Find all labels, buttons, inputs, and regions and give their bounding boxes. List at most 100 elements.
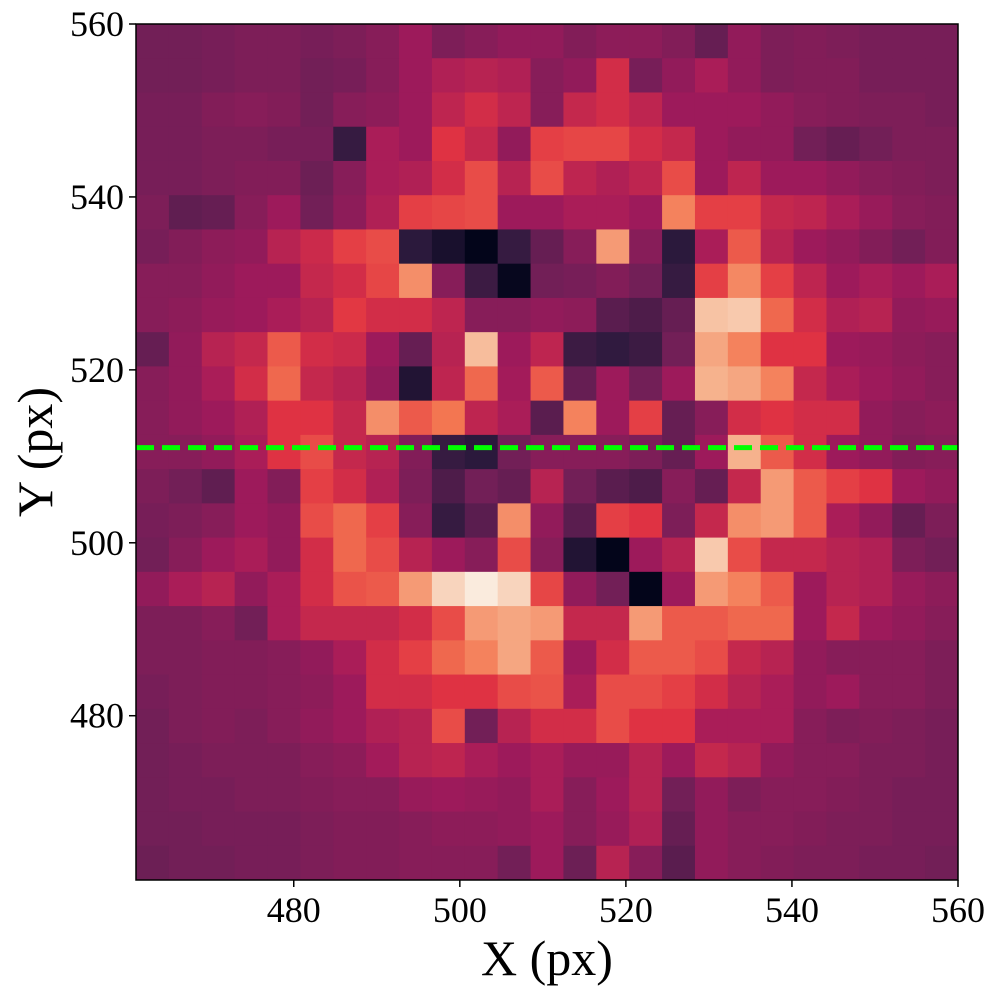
heatmap-cell [464, 434, 499, 470]
heatmap-cell [596, 263, 630, 299]
heatmap-cell [136, 537, 170, 573]
y-axis-label: Y (px) [7, 387, 63, 517]
heatmap-cell [694, 845, 729, 881]
heatmap-cell [201, 640, 236, 676]
heatmap-cell [760, 92, 795, 128]
heatmap-cell [925, 126, 959, 162]
heatmap-cell [793, 777, 827, 813]
heatmap-cell [333, 92, 367, 128]
heatmap-cell [333, 434, 367, 470]
plot-frame [135, 23, 959, 881]
heatmap-cell [201, 708, 236, 744]
heatmap-cell [366, 126, 400, 162]
heatmap-cell [333, 845, 367, 881]
heatmap-cell [760, 263, 795, 299]
heatmap-cell [399, 845, 433, 881]
heatmap-cell [333, 469, 367, 504]
heatmap-cell [596, 674, 630, 710]
heatmap-cell [662, 469, 696, 504]
heatmap-cell [431, 24, 466, 59]
heatmap-cell [925, 743, 959, 778]
heatmap-cell [201, 195, 236, 230]
heatmap-cell [136, 571, 170, 607]
heatmap-cell [662, 366, 696, 402]
heatmap-cell [234, 366, 269, 402]
heatmap-cell [629, 537, 663, 573]
heatmap-cell [629, 126, 663, 162]
heatmap-cell [300, 537, 334, 573]
heatmap-cell [201, 263, 236, 299]
heatmap-cell [596, 606, 630, 641]
heatmap-cell [431, 58, 466, 93]
heatmap-cell [694, 126, 729, 162]
heatmap-cell [333, 811, 367, 847]
heatmap-cell [267, 845, 301, 881]
heatmap-cell [826, 708, 860, 744]
heatmap-cell [760, 571, 795, 607]
heatmap-cell [366, 434, 400, 470]
heatmap-cell [826, 160, 860, 196]
x-tick-label: 560 [931, 890, 985, 930]
heatmap-cell [168, 571, 203, 607]
y-tick-label: 540 [70, 177, 124, 217]
heatmap-cell [399, 606, 433, 641]
heatmap-cell [497, 503, 532, 539]
heatmap-cell [859, 195, 893, 230]
heatmap-cell [892, 743, 926, 778]
heatmap-cell [563, 777, 597, 813]
heatmap-cell [300, 777, 334, 813]
heatmap-cell [530, 24, 564, 59]
heatmap-cell [925, 708, 959, 744]
heatmap-cell [366, 195, 400, 230]
heatmap-cell [399, 708, 433, 744]
heatmap-cell [859, 537, 893, 573]
heatmap-cell [464, 92, 499, 128]
heatmap-cell [136, 434, 170, 470]
heatmap-cell [234, 743, 269, 778]
heatmap-cell [431, 126, 466, 162]
heatmap-cell [596, 366, 630, 402]
heatmap-cell [629, 195, 663, 230]
heatmap-cell [300, 606, 334, 641]
heatmap-cell [431, 674, 466, 710]
heatmap-cell [530, 400, 564, 436]
heatmap-cell [464, 674, 499, 710]
heatmap-cell [629, 263, 663, 299]
heatmap-cell [333, 674, 367, 710]
heatmap-cell [596, 24, 630, 59]
heatmap-cell [596, 297, 630, 333]
heatmap-cell [793, 674, 827, 710]
heatmap-cell [826, 400, 860, 436]
heatmap-cell [694, 503, 729, 539]
heatmap-cell [859, 24, 893, 59]
heatmap-cell [859, 332, 893, 367]
heatmap-cell [563, 297, 597, 333]
heatmap-cell [431, 297, 466, 333]
heatmap-cell [333, 297, 367, 333]
heatmap-cell [727, 571, 762, 607]
heatmap-cell [892, 469, 926, 504]
heatmap-cell [399, 229, 433, 265]
heatmap-cell [201, 366, 236, 402]
heatmap-cell [333, 571, 367, 607]
heatmap-cell [201, 571, 236, 607]
heatmap-cell [267, 811, 301, 847]
heatmap-cell [333, 777, 367, 813]
heatmap-cell [497, 24, 532, 59]
heatmap-cell [662, 263, 696, 299]
heatmap-cell [563, 366, 597, 402]
heatmap-cell [234, 58, 269, 93]
heatmap-cell [563, 434, 597, 470]
heatmap-cell [925, 160, 959, 196]
heatmap-cell [399, 640, 433, 676]
heatmap-cell [826, 263, 860, 299]
heatmap-cell [859, 263, 893, 299]
heatmap-cell [793, 366, 827, 402]
heatmap-cell [136, 640, 170, 676]
heatmap-cell [826, 469, 860, 504]
heatmap-cell [267, 24, 301, 59]
heatmap-cell [431, 366, 466, 402]
heatmap-cell [267, 708, 301, 744]
heatmap-cell [366, 674, 400, 710]
heatmap-cell [201, 229, 236, 265]
